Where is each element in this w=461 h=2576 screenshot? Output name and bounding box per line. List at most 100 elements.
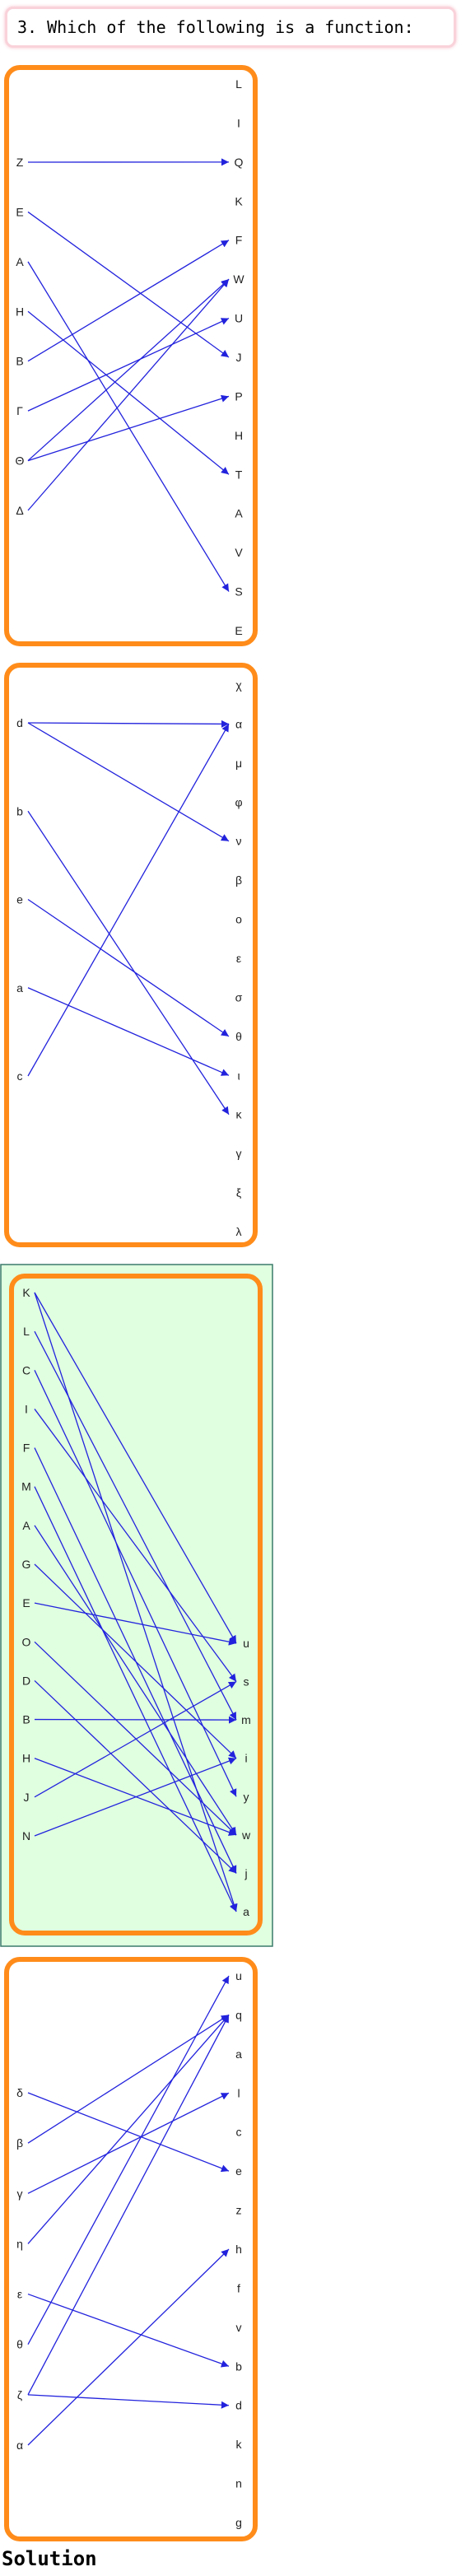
mapping-arrow <box>34 1563 237 1759</box>
mapping-arrow <box>27 1975 230 2345</box>
domain-label: A <box>16 255 24 268</box>
mapping-arrow <box>27 2394 230 2409</box>
codomain-label: L <box>235 77 242 91</box>
mapping-arrow <box>27 898 230 1037</box>
diagram-frame <box>4 1957 258 2541</box>
domain-label: e <box>16 893 23 906</box>
codomain-label: u <box>243 1637 249 1650</box>
mapping-arrow <box>34 1292 237 1644</box>
codomain-label: i <box>244 1752 247 1765</box>
domain-label: b <box>16 804 23 818</box>
codomain-label: ι <box>237 1069 240 1082</box>
mapping-arrow <box>27 2014 230 2244</box>
mapping-diagram-2: d b e a c χ α μ φ ν β ο ε σ θ ι κ γ ξ λ <box>4 663 258 1247</box>
domain-label: Θ <box>16 454 25 468</box>
codomain-label: κ <box>236 1108 243 1121</box>
codomain-label: λ <box>236 1225 242 1238</box>
codomain-label: z <box>236 2204 242 2217</box>
codomain-label: P <box>235 389 242 403</box>
codomain-label: β <box>235 873 242 887</box>
mapping-arrow <box>34 1679 237 1874</box>
diagram-frame <box>4 663 258 1247</box>
mapping-arrow <box>34 1641 237 1836</box>
domain-label: I <box>25 1402 28 1415</box>
codomain-label: ν <box>236 835 242 848</box>
mapping-arrow <box>27 810 230 1116</box>
domain-label: β <box>16 2136 23 2150</box>
domain-label: c <box>17 1069 23 1083</box>
codomain-label: K <box>235 194 243 207</box>
domain-label: B <box>16 355 23 368</box>
mapping-arrow <box>34 1525 237 1836</box>
codomain-label: Q <box>235 156 244 169</box>
domain-label: N <box>22 1829 30 1842</box>
diagram-frame <box>4 65 258 646</box>
codomain-label: q <box>235 2008 242 2021</box>
diagram-frame <box>9 1274 263 1935</box>
mapping-arrow <box>27 278 230 511</box>
domain-label: K <box>22 1286 30 1299</box>
mapping-arrow <box>27 278 230 462</box>
codomain-label: H <box>235 429 243 442</box>
codomain-label: j <box>244 1866 247 1880</box>
domain-label: a <box>16 981 23 995</box>
codomain-label: χ <box>235 678 242 692</box>
codomain-label: l <box>237 2086 240 2099</box>
mapping-arrow <box>27 724 230 1077</box>
codomain-label: μ <box>235 757 242 770</box>
codomain-label: u <box>235 1969 242 1982</box>
codomain-label: ο <box>235 913 242 926</box>
domain-label: H <box>22 1752 30 1765</box>
domain-label: Γ <box>16 404 23 417</box>
mapping-arrow <box>34 1757 237 1837</box>
domain-label: Z <box>16 156 24 169</box>
codomain-label: f <box>237 2281 240 2294</box>
codomain-label: d <box>235 2399 242 2412</box>
mapping-arrow <box>27 261 230 592</box>
mapping-arrow <box>27 720 230 728</box>
domain-label: ε <box>17 2288 22 2301</box>
domain-label: C <box>22 1363 30 1377</box>
codomain-label: h <box>235 2243 242 2256</box>
codomain-label: a <box>235 2047 242 2061</box>
mapping-arrow <box>34 1602 237 1646</box>
domain-label: O <box>22 1635 31 1648</box>
domain-label: L <box>23 1325 30 1338</box>
domain-label: θ <box>16 2338 23 2351</box>
mapping-arrow <box>27 2248 230 2446</box>
codomain-label: y <box>244 1790 249 1803</box>
domain-label: G <box>22 1558 31 1571</box>
mapping-arrow <box>27 240 230 362</box>
codomain-label: γ <box>236 1147 242 1160</box>
domain-label: F <box>23 1442 30 1455</box>
domain-label: J <box>24 1791 30 1804</box>
mapping-arrow <box>27 317 230 412</box>
codomain-label: a <box>243 1905 249 1918</box>
domain-label: Δ <box>16 504 23 517</box>
codomain-label: σ <box>235 990 243 1004</box>
codomain-label: T <box>235 468 243 481</box>
codomain-label: U <box>235 312 243 325</box>
domain-label: B <box>22 1713 30 1726</box>
codomain-label: φ <box>235 795 242 808</box>
codomain-label: S <box>235 585 242 599</box>
question-banner: 3. Which of the following is a function: <box>5 7 456 48</box>
codomain-label: I <box>237 116 240 129</box>
domain-label: E <box>16 205 23 218</box>
codomain-label: W <box>233 273 244 286</box>
mapping-arrow <box>27 310 230 475</box>
mapping-arrow <box>34 1330 237 1721</box>
domain-label: A <box>22 1519 30 1532</box>
codomain-label: V <box>235 546 243 559</box>
codomain-label: n <box>235 2477 242 2490</box>
codomain-label: k <box>236 2438 243 2451</box>
codomain-label: m <box>241 1713 251 1726</box>
codomain-label: J <box>236 351 242 364</box>
mapping-arrow <box>27 2092 230 2194</box>
codomain-label: E <box>235 624 242 637</box>
codomain-label: v <box>236 2321 242 2334</box>
mapping-arrow <box>27 722 230 842</box>
codomain-label: α <box>235 717 242 730</box>
domain-label: δ <box>16 2086 23 2099</box>
domain-label: γ <box>17 2187 23 2200</box>
